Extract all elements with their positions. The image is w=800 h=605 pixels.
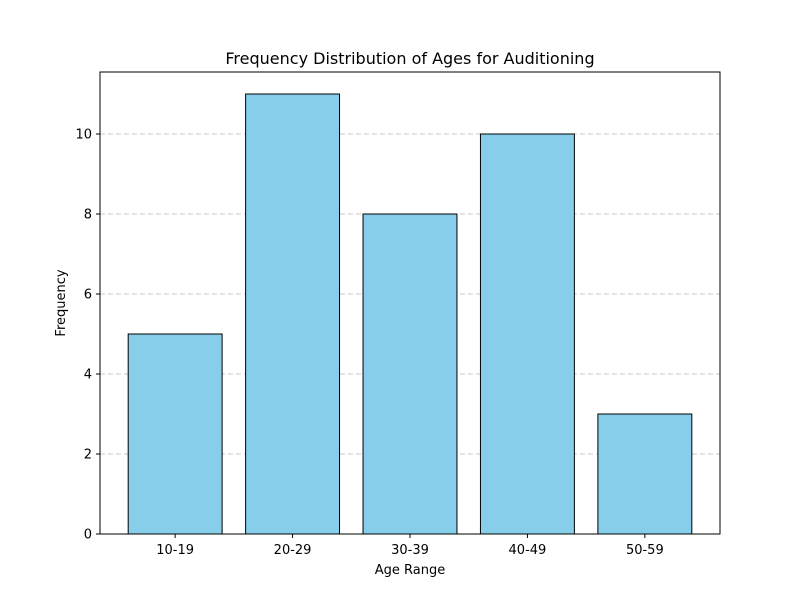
- x-axis-label: Age Range: [375, 563, 445, 578]
- bar-20-29: [245, 93, 341, 535]
- chart-title: Frequency Distribution of Ages for Audit…: [225, 49, 594, 68]
- x-tick-label: 20-29: [274, 543, 312, 558]
- y-tick-label: 10: [75, 128, 92, 143]
- bar-50-59: [597, 413, 693, 535]
- x-tick-label: 40-49: [509, 543, 547, 558]
- y-tick-label: 0: [84, 528, 92, 543]
- bars: [127, 93, 693, 535]
- bar-40-49: [479, 133, 575, 535]
- bar-30-39: [362, 213, 458, 535]
- x-tick-label: 30-39: [391, 543, 429, 558]
- y-tick-label: 2: [84, 448, 92, 463]
- y-tick-label: 4: [84, 368, 92, 383]
- x-tick-label: 10-19: [156, 543, 194, 558]
- y-tick-label: 6: [84, 288, 92, 303]
- x-axis-ticks: 10-19 20-29 30-39 40-49 50-59: [156, 534, 664, 558]
- bar-10-19: [127, 333, 223, 535]
- y-axis-label: Frequency: [54, 269, 69, 336]
- y-axis-ticks: 0 2 4 6 8 10: [75, 128, 100, 543]
- y-tick-label: 8: [84, 208, 92, 223]
- x-tick-label: 50-59: [626, 543, 664, 558]
